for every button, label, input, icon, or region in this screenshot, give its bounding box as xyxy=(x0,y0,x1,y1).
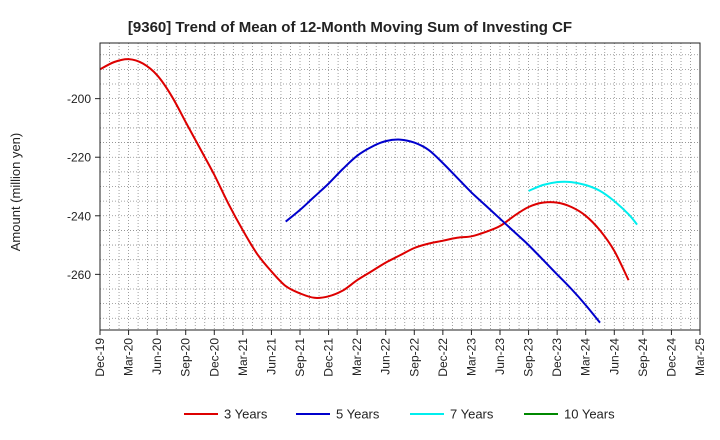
x-tick-label: Dec-22 xyxy=(436,338,450,377)
series-line-7-years xyxy=(528,180,638,226)
x-tick-label: Jun-23 xyxy=(493,338,507,375)
series-lines xyxy=(99,58,638,324)
legend-label: 10 Years xyxy=(564,407,615,422)
plot-frame xyxy=(99,42,701,331)
x-tick-label: Mar-23 xyxy=(464,338,478,376)
x-tick-label: Dec-21 xyxy=(322,338,336,377)
x-tick-label: Sep-21 xyxy=(293,338,307,377)
legend-label: 3 Years xyxy=(224,407,268,422)
x-tick-label: Mar-22 xyxy=(350,338,364,376)
x-tick-label: Mar-24 xyxy=(579,338,593,376)
x-axis-ticks: Dec-19 Mar-20 Jun-20 Sep-20 Dec-20 Mar-21 Jun-… xyxy=(93,330,707,377)
chart-title: [9360] Trend of Mean of 12-Month Moving … xyxy=(128,19,572,36)
y-tick-label: -200 xyxy=(67,92,91,106)
x-tick-label: Dec-20 xyxy=(207,338,221,377)
x-tick-label: Mar-21 xyxy=(236,338,250,376)
legend-label: 7 Years xyxy=(450,407,494,422)
x-tick-label: Dec-19 xyxy=(93,338,107,377)
x-tick-label: Sep-24 xyxy=(636,338,650,377)
legend: 3 Years 5 Years 7 Years 10 Years xyxy=(184,407,615,422)
series-line-5-years xyxy=(285,138,601,324)
x-tick-label: Sep-20 xyxy=(179,338,193,377)
x-tick-label: Sep-22 xyxy=(407,338,421,377)
x-tick-label: Sep-23 xyxy=(522,338,536,377)
y-tick-label: -220 xyxy=(67,151,91,165)
series-line-3-years xyxy=(99,58,630,299)
x-tick-label: Jun-24 xyxy=(607,338,621,375)
x-tick-label: Jun-20 xyxy=(150,338,164,375)
x-tick-label: Dec-24 xyxy=(664,338,678,377)
y-axis-label: Amount (million yen) xyxy=(8,133,23,252)
x-tick-label: Mar-25 xyxy=(693,338,707,376)
legend-label: 5 Years xyxy=(336,407,380,422)
y-tick-label: -240 xyxy=(67,209,91,223)
x-tick-label: Jun-22 xyxy=(379,338,393,375)
y-axis-ticks: -260 -240 -220 -200 xyxy=(67,92,100,282)
x-tick-label: Jun-21 xyxy=(264,338,278,375)
x-tick-label: Dec-23 xyxy=(550,338,564,377)
plot-area xyxy=(99,42,701,331)
horizontal-gridlines xyxy=(100,54,700,319)
x-tick-label: Mar-20 xyxy=(122,338,136,376)
y-tick-label: -260 xyxy=(67,268,91,282)
